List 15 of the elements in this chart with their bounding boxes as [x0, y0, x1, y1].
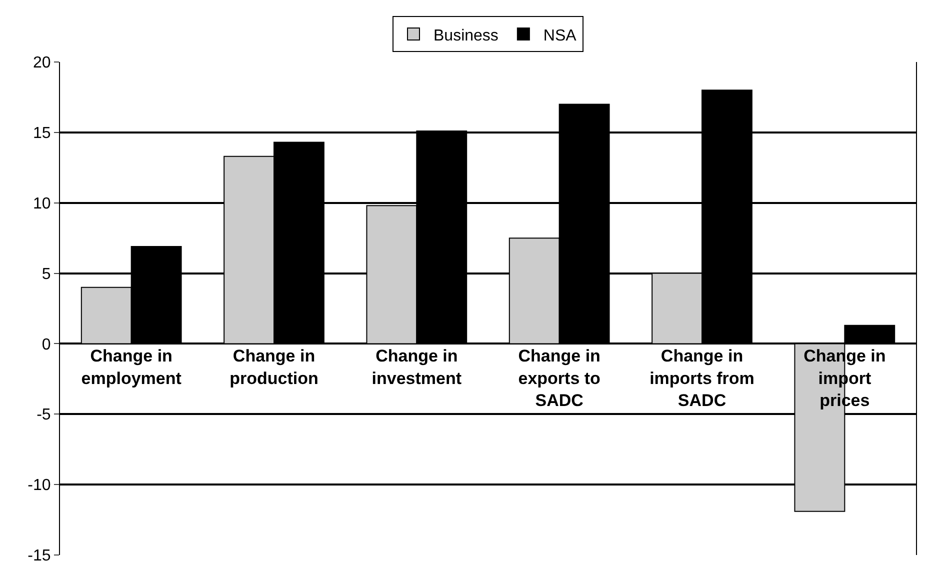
- y-tick-label: -15: [28, 548, 51, 565]
- y-tick-label: 0: [42, 336, 51, 354]
- legend-label: Business: [434, 27, 498, 44]
- x-tick-label: Change in employment: [81, 346, 182, 388]
- y-tick-label: 10: [33, 195, 51, 212]
- y-tick-label: -10: [28, 477, 51, 494]
- y-tick-label: 15: [33, 125, 51, 142]
- y-tick-label: -5: [36, 406, 51, 424]
- x-tick-label: Change in exports to SADC: [518, 346, 600, 410]
- x-tick-label: Change in investment: [372, 346, 462, 388]
- x-tick-label: Change in imports from SADC: [650, 346, 754, 410]
- x-tick-label: Change in production: [230, 346, 318, 388]
- legend-label: NSA: [543, 27, 577, 44]
- y-tick-label: 5: [42, 266, 51, 283]
- y-tick-label: 20: [33, 54, 51, 72]
